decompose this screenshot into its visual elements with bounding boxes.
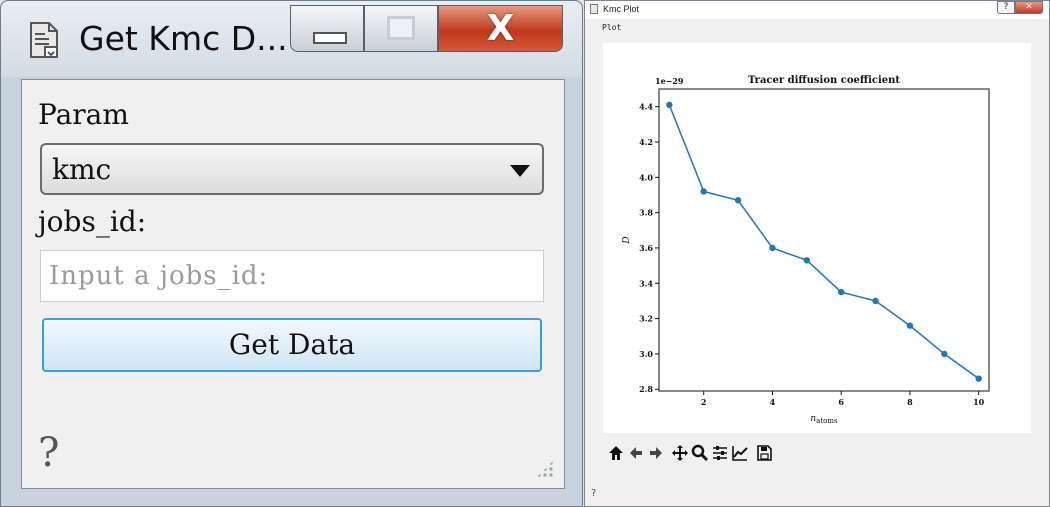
document-icon [30,22,58,58]
param-select[interactable]: kmc [40,143,544,195]
back-icon[interactable] [627,444,645,462]
close-icon: X [486,8,515,49]
pan-icon[interactable] [671,444,689,462]
maximize-button[interactable] [364,5,438,52]
plot-canvas: Tracer diffusion coefficient 1e−29 2 4 6 8 10 2… [603,43,1031,433]
plot-help-icon[interactable]: ? [591,488,597,499]
data-point [734,197,742,204]
data-point [666,101,673,109]
menu-plot[interactable]: Plot [602,23,622,32]
plot-title-bar[interactable]: Kmc Plot ? ✕ [585,1,1049,19]
y-tick-label: 4.2 [639,137,653,147]
get-data-button[interactable]: Get Data [42,318,542,372]
close-button[interactable]: X [438,5,563,52]
plot-frame [658,88,990,392]
y-tick-label: 3.4 [639,278,653,288]
data-point [837,288,845,296]
y-tick-label: 3.2 [639,314,653,324]
edit-axis-icon[interactable] [731,444,749,462]
save-icon[interactable] [755,444,773,462]
home-icon[interactable] [607,444,625,462]
kmc-plot-window: Kmc Plot ? ✕ Plot Tracer diffusion coeff… [584,0,1050,507]
series-line [668,104,980,380]
line-chart: Tracer diffusion coefficient 1e−29 2 4 6 8 10 2… [622,75,990,425]
get-kmc-data-window: Get Kmc D... X Param kmc jobs_id: Get Da… [0,0,583,507]
minimize-icon [313,32,347,44]
data-point [975,375,982,382]
data-point [872,297,879,305]
minimize-button[interactable] [290,5,364,52]
zoom-icon[interactable] [691,444,709,462]
param-selected-value: kmc [52,153,112,186]
dropdown-arrow-icon [510,165,530,177]
data-point [803,257,811,264]
x-tick-label: 4 [770,397,776,407]
titlebar-help-button[interactable]: ? [997,1,1015,14]
window-title: Get Kmc D... [79,19,288,58]
jobs-id-input[interactable] [40,250,544,302]
app-icon [590,4,598,14]
forward-icon[interactable] [647,444,665,462]
chart-title: Tracer diffusion coefficient [748,75,900,86]
data-point [906,322,914,329]
param-label: Param [38,98,129,131]
y-tick-label: 3.8 [639,208,653,218]
y-axis-label: D [622,236,632,244]
x-axis-label: natoms [810,414,838,425]
y-tick-label: 4.0 [639,172,653,182]
x-tick-label: 8 [907,397,913,407]
y-tick-label: 3.0 [639,349,653,359]
x-tick-label: 2 [701,397,707,407]
x-tick-label: 10 [973,397,985,407]
jobs-id-label: jobs_id: [38,205,147,238]
data-point [769,244,776,252]
y-tick-label: 4.4 [639,102,653,112]
y-offset-label: 1e−29 [655,76,684,86]
data-point [941,350,948,358]
title-bar[interactable]: Get Kmc D... X [1,1,582,77]
data-point [700,188,707,195]
resize-grip[interactable] [536,460,554,478]
plot-close-button[interactable]: ✕ [1015,1,1043,14]
help-icon[interactable]: ? [38,430,60,476]
x-tick-label: 6 [838,397,844,407]
y-tick-label: 3.6 [639,243,653,253]
y-tick-label: 2.8 [639,384,653,394]
plot-window-title: Kmc Plot [603,4,640,14]
form-panel: Param kmc jobs_id: Get Data ? [21,79,565,489]
configure-icon[interactable] [711,444,729,462]
maximize-icon [387,16,415,40]
